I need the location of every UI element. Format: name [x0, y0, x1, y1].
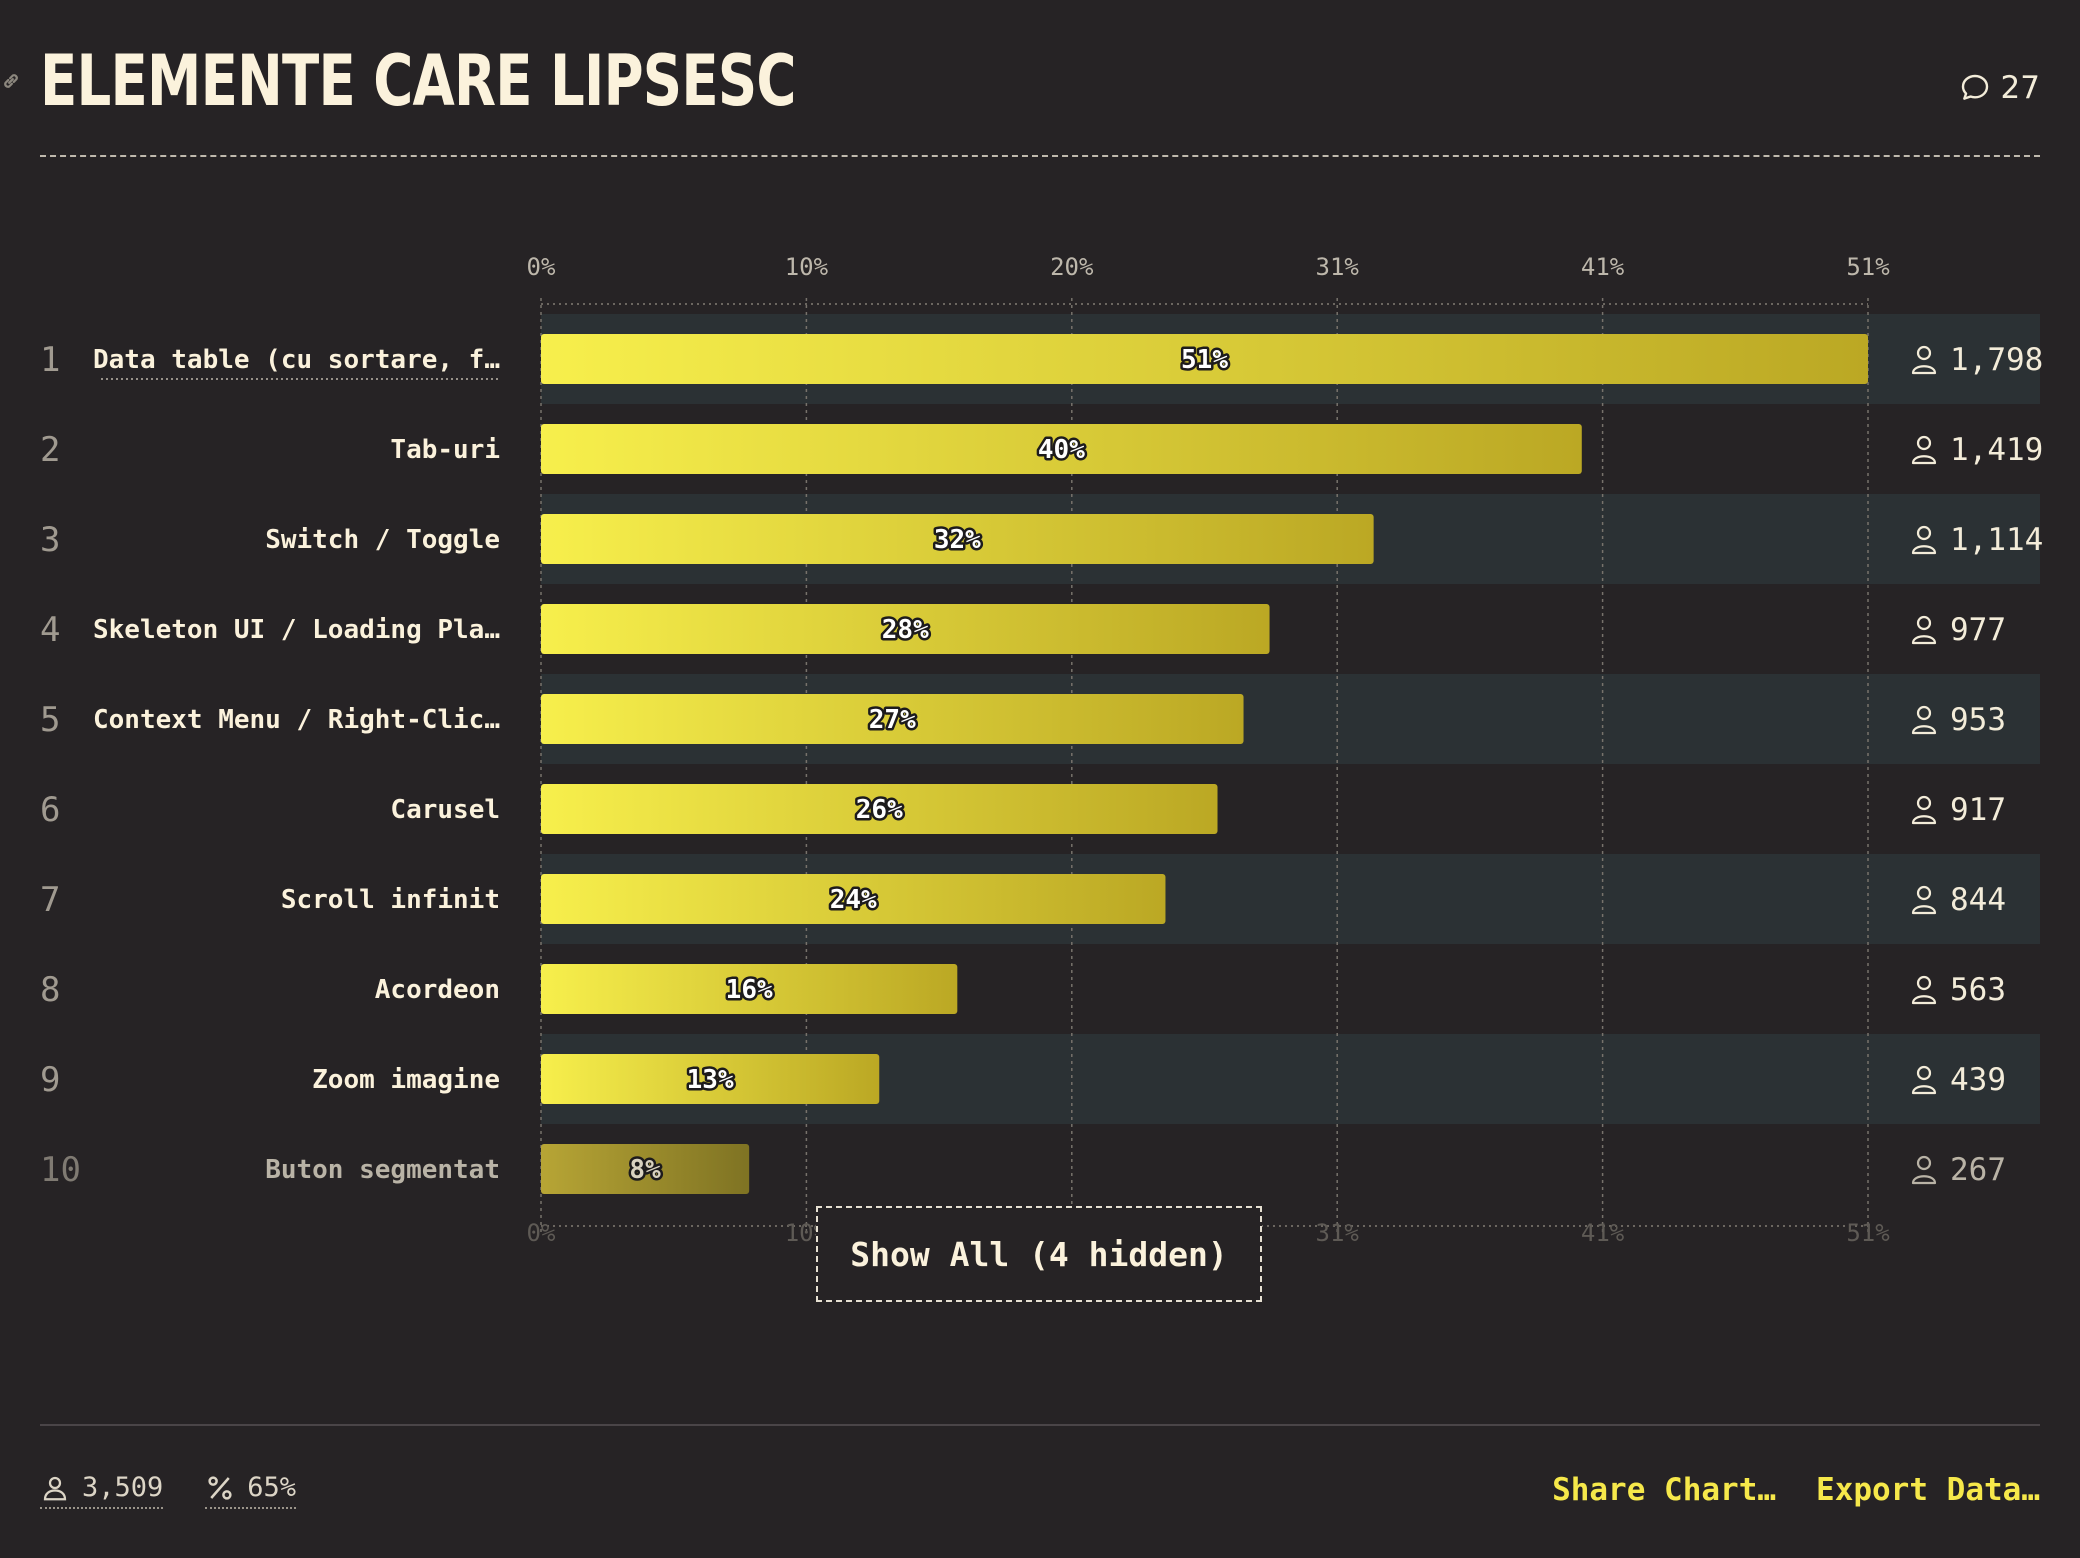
user-icon	[1916, 435, 1932, 451]
category-label: Buton segmentat	[265, 1155, 500, 1185]
rank-number: 8	[40, 970, 60, 1010]
comment-icon	[1961, 74, 1988, 100]
respondent-count: 844	[1950, 882, 2006, 918]
respondent-count: 1,419	[1950, 432, 2043, 468]
category-label: Switch / Toggle	[265, 525, 500, 555]
share-chart-button[interactable]: Share Chart…	[1552, 1472, 1777, 1508]
respondent-count: 917	[1950, 792, 2006, 828]
category-label: Tab-uri	[390, 435, 500, 465]
rank-number: 7	[40, 880, 60, 920]
percent-icon	[208, 1475, 232, 1500]
bar-value-label: 32%	[934, 525, 981, 555]
respondent-count: 563	[1950, 972, 2006, 1008]
export-data-button[interactable]: Export Data…	[1816, 1472, 2040, 1508]
user-icon	[1916, 705, 1932, 721]
link-icon[interactable]	[0, 70, 22, 92]
bar-value-label: 8%	[629, 1155, 661, 1185]
rank-number: 9	[40, 1060, 60, 1100]
bar-value-label: 51%	[1181, 345, 1228, 375]
bar	[541, 424, 1582, 474]
category-label: Carusel	[390, 795, 500, 825]
respondent-count: 1,114	[1950, 522, 2043, 558]
x-tick-label: 51%	[1846, 253, 1890, 281]
rank-number: 1	[40, 340, 60, 380]
user-icon	[1916, 795, 1932, 811]
chart-header: ELEMENTE CARE LIPSESC 27	[4, 30, 2040, 157]
rank-number: 4	[40, 610, 60, 650]
respondent-count: 953	[1950, 702, 2006, 738]
bar-value-label: 24%	[830, 885, 877, 915]
bar	[541, 1144, 750, 1194]
page-title: ELEMENTE CARE LIPSESC	[40, 40, 796, 122]
user-icon-body	[1911, 815, 1937, 825]
user-icon-body	[1911, 545, 1937, 555]
percent-stat[interactable]: 65%	[205, 1472, 297, 1509]
user-icon	[1916, 345, 1932, 361]
user-icon-body	[1911, 905, 1937, 915]
x-tick-label: 10%	[785, 253, 829, 281]
bar-chart: 0%0%10%10%20%20%31%31%41%41%51%51%1Data …	[40, 253, 2043, 1247]
user-icon	[1916, 975, 1932, 991]
respondent-count: 1,798	[1950, 342, 2043, 378]
footer-stats: 3,509 65%	[40, 1472, 297, 1509]
comments-button[interactable]: 27	[1959, 70, 2040, 106]
bar-value-label: 40%	[1038, 435, 1085, 465]
x-tick-label-bottom: 31%	[1316, 1219, 1360, 1247]
footer-actions: Share Chart… Export Data…	[1552, 1472, 2040, 1508]
bar	[541, 964, 958, 1014]
user-icon-body	[1911, 365, 1937, 375]
rank-number: 5	[40, 700, 60, 740]
user-icon-body	[1911, 635, 1937, 645]
footer-divider	[40, 1424, 2040, 1426]
rank-number: 3	[40, 520, 60, 560]
x-tick-label-bottom: 0%	[527, 1219, 556, 1247]
x-tick-label-bottom: 41%	[1581, 1219, 1625, 1247]
respondents-stat[interactable]: 3,509	[40, 1472, 164, 1509]
x-tick-label: 31%	[1316, 253, 1360, 281]
category-label: Context Menu / Right-Clic…	[93, 705, 500, 735]
respondent-count: 977	[1950, 612, 2006, 648]
bar	[541, 334, 1868, 384]
bar	[541, 694, 1244, 744]
user-icon	[1916, 525, 1932, 541]
user-icon-body	[1911, 455, 1937, 465]
category-label: Acordeon	[375, 975, 500, 1005]
bar	[541, 784, 1218, 834]
bar	[541, 604, 1270, 654]
user-icon	[1916, 1065, 1932, 1081]
show-all-button[interactable]: Show All (4 hidden)	[816, 1206, 1262, 1302]
x-tick-label-bottom: 51%	[1846, 1219, 1890, 1247]
category-label: Data table (cu sortare, f…	[93, 345, 500, 375]
respondent-count: 267	[1950, 1152, 2006, 1188]
user-icon	[1916, 885, 1932, 901]
rank-number: 2	[40, 430, 60, 470]
bar-value-label: 26%	[856, 795, 903, 825]
bar-value-label: 27%	[869, 705, 916, 735]
x-tick-label: 41%	[1581, 253, 1625, 281]
bar	[541, 514, 1374, 564]
bar	[541, 874, 1166, 924]
category-label: Skeleton UI / Loading Pla…	[93, 615, 500, 645]
user-icon-body	[1911, 1175, 1937, 1185]
respondents-count: 3,509	[82, 1472, 164, 1503]
bar-value-label: 28%	[882, 615, 929, 645]
user-icon-body	[1911, 725, 1937, 735]
rank-number: 10	[40, 1150, 81, 1190]
category-label: Zoom imagine	[312, 1065, 500, 1095]
x-tick-label: 20%	[1050, 253, 1094, 281]
user-icon-body	[1911, 995, 1937, 1005]
user-icon	[1916, 615, 1932, 631]
respondent-count: 439	[1950, 1062, 2006, 1098]
user-icon	[43, 1476, 67, 1500]
comment-count: 27	[2000, 70, 2040, 106]
bar-value-label: 16%	[726, 975, 773, 1005]
user-icon-body	[1911, 1085, 1937, 1095]
user-icon	[1916, 1155, 1932, 1171]
bar-value-label: 13%	[687, 1065, 734, 1095]
rank-number: 6	[40, 790, 60, 830]
category-label: Scroll infinit	[281, 885, 500, 915]
bar	[541, 1054, 880, 1104]
percent-value: 65%	[247, 1472, 297, 1503]
x-tick-label: 0%	[527, 253, 556, 281]
